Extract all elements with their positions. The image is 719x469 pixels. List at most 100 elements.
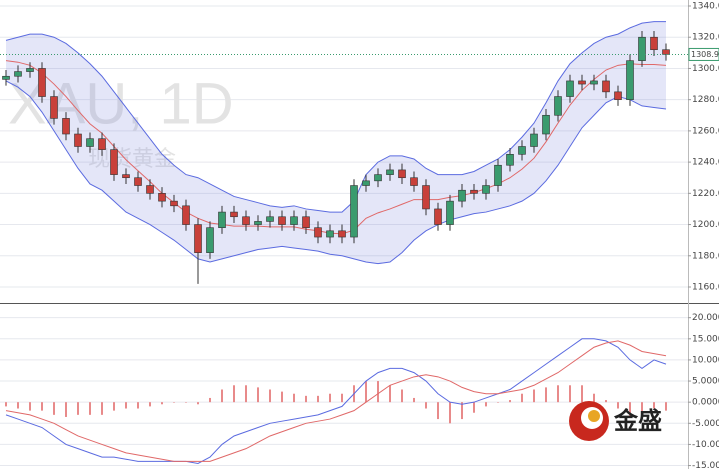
macd-histogram-bar	[641, 402, 643, 420]
candle-body	[422, 185, 430, 210]
candle-body	[182, 205, 190, 225]
macd-histogram-bar	[413, 397, 415, 403]
macd-histogram-bar	[437, 402, 439, 420]
macd-line	[5, 338, 667, 464]
macd-histogram-bar	[281, 391, 283, 403]
macd-histogram-bar	[29, 402, 31, 411]
grid-layer	[0, 5, 688, 467]
y-tick-label: 1320.00	[692, 33, 719, 43]
macd-histogram-bar	[617, 402, 619, 409]
y-tick-label: 1260.00	[692, 126, 719, 136]
macd-histogram-bar	[377, 381, 379, 403]
candle-body	[494, 164, 502, 186]
candle-body	[566, 80, 574, 97]
y-tick-label: 20.000	[692, 313, 719, 323]
candle-body	[386, 169, 394, 175]
candle-body	[470, 189, 478, 194]
macd-histogram-bar	[401, 389, 403, 403]
candle-body	[278, 216, 286, 225]
macd-histogram-bar	[461, 402, 463, 420]
macd-histogram-bar	[245, 385, 247, 403]
logo: 金盛	[569, 401, 662, 441]
y-tick-label: 1220.00	[692, 189, 719, 199]
candle-body	[554, 96, 562, 116]
candle-body	[254, 221, 262, 225]
macd-histogram-bar	[653, 402, 655, 409]
signal-line	[5, 340, 667, 462]
candle-body	[626, 60, 634, 100]
candle-body	[26, 68, 34, 72]
candle-body	[530, 133, 538, 147]
candle-body	[350, 185, 358, 238]
candle-body	[326, 230, 334, 238]
macd-histogram-bar	[233, 385, 235, 403]
macd-histogram-bar	[209, 397, 211, 403]
macd-histogram-bar	[149, 402, 151, 407]
candle-body	[638, 36, 646, 61]
candle-body	[158, 193, 166, 202]
candle-body	[398, 169, 406, 179]
macd-histogram-bar	[665, 402, 667, 411]
candle-body	[314, 227, 322, 238]
macd-histogram-bar	[497, 402, 499, 403]
macd-histogram-bar	[185, 402, 187, 403]
macd-histogram-bar	[329, 393, 331, 403]
candle-body	[434, 208, 442, 225]
candle-body	[14, 71, 22, 77]
candle-body	[38, 68, 46, 97]
macd-histogram-bar	[569, 385, 571, 403]
macd-histogram-bar	[305, 395, 307, 403]
candle-body	[266, 216, 274, 222]
macd-histogram-bar	[629, 402, 631, 417]
candle-body	[110, 149, 118, 175]
plot-layer	[0, 21, 688, 464]
macd-histogram-bar	[485, 402, 487, 407]
macd-histogram-bar	[173, 402, 175, 403]
macd-histogram-bar	[161, 402, 163, 405]
candle-body	[518, 146, 526, 155]
candle-body	[122, 174, 130, 179]
candle-body	[590, 80, 598, 85]
candle-body	[362, 180, 370, 186]
candle-body	[506, 154, 514, 166]
macd-histogram-bar	[545, 387, 547, 403]
candle-body	[410, 177, 418, 186]
macd-histogram-bar	[593, 393, 595, 403]
y-tick-label: 1160.00	[692, 283, 719, 293]
candle-body	[146, 185, 154, 194]
macd-histogram-bar	[365, 381, 367, 403]
macd-histogram-bar	[425, 402, 427, 409]
candle-body	[374, 174, 382, 182]
upper-band	[5, 21, 666, 213]
y-tick-label: 1180.00	[692, 251, 719, 261]
macd-histogram-bar	[473, 402, 475, 413]
last-price-label: 1308.96	[691, 50, 719, 59]
macd-histogram-bar	[89, 402, 91, 415]
candle-body	[614, 91, 622, 100]
candle-body	[650, 36, 658, 51]
candle-body	[302, 216, 310, 228]
candle-body	[194, 224, 202, 253]
candle-body	[86, 138, 94, 147]
y-tick-label: 1200.00	[692, 220, 719, 230]
macd-histogram-bar	[533, 389, 535, 403]
macd-histogram-bar	[449, 402, 451, 424]
macd-histogram-bar	[509, 400, 511, 403]
macd-histogram-bar	[521, 393, 523, 403]
macd-histogram-bar	[293, 393, 295, 403]
y-tick-label: 1300.00	[692, 64, 719, 74]
macd-histogram-bar	[101, 402, 103, 415]
candle-body	[218, 211, 226, 228]
macd-histogram-bar	[269, 389, 271, 403]
macd-histogram-bar	[389, 385, 391, 403]
macd-histogram-bar	[53, 402, 55, 415]
y-tick-label: 1240.00	[692, 158, 719, 168]
candle-body	[338, 230, 346, 238]
